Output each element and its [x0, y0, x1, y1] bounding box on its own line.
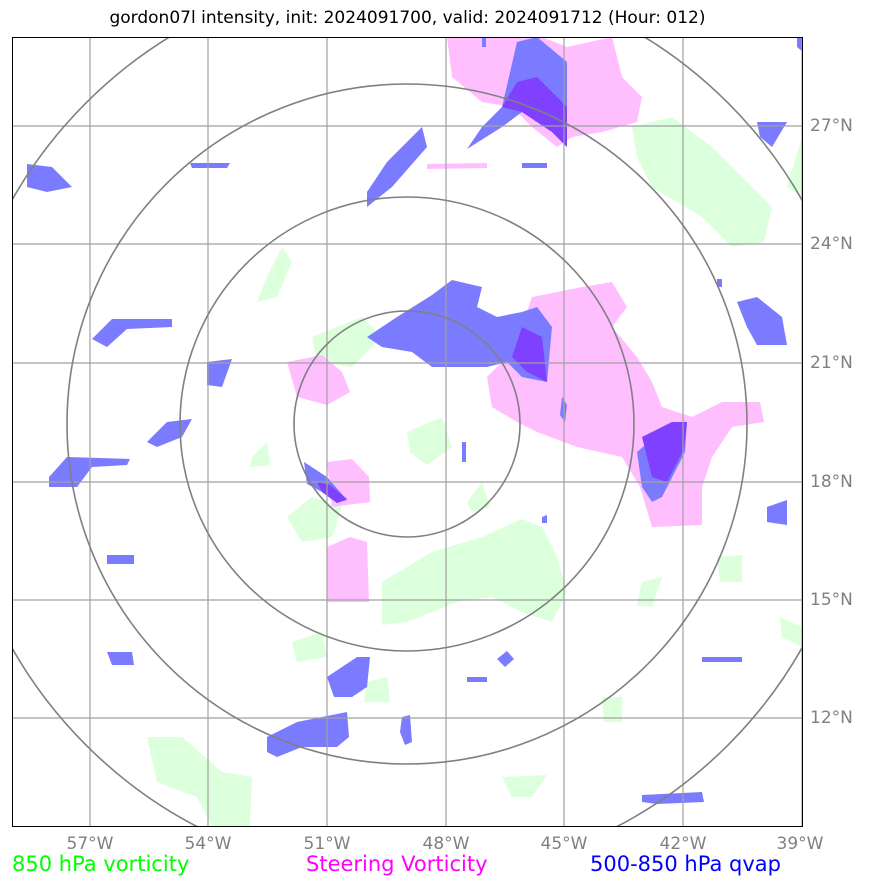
graticule	[12, 37, 803, 827]
lon-tick-label: 54°W	[184, 834, 232, 854]
lat-tick-label: 24°N	[810, 234, 853, 254]
lon-tick-label: 57°W	[66, 834, 114, 854]
range-ring-2	[179, 196, 635, 652]
range-rings	[12, 37, 803, 827]
legend-steering-vorticity: Steering Vorticity	[306, 852, 488, 876]
lat-tick-label: 15°N	[810, 590, 853, 610]
lon-tick-label: 45°W	[540, 834, 588, 854]
lon-tick-label: 42°W	[659, 834, 707, 854]
lon-tick-label: 48°W	[422, 834, 470, 854]
map-panel	[12, 37, 803, 827]
overlap-areas	[317, 77, 687, 503]
lon-tick-label: 51°W	[303, 834, 351, 854]
lat-tick-label: 12°N	[810, 708, 853, 728]
lon-tick-label: 39°W	[776, 834, 824, 854]
map-frame	[12, 37, 803, 827]
legend-qvap: 500-850 hPa qvap	[590, 852, 781, 876]
range-ring-1	[293, 310, 521, 538]
lat-tick-label: 21°N	[810, 353, 853, 373]
range-ring-3	[66, 83, 748, 765]
legend-vorticity-850: 850 hPa vorticity	[12, 852, 190, 876]
map-title: gordon07l intensity, init: 2024091700, v…	[109, 8, 706, 28]
vorticity-850-areas	[147, 117, 803, 827]
lat-tick-label: 18°N	[810, 472, 853, 492]
lat-tick-label: 27°N	[810, 116, 853, 136]
